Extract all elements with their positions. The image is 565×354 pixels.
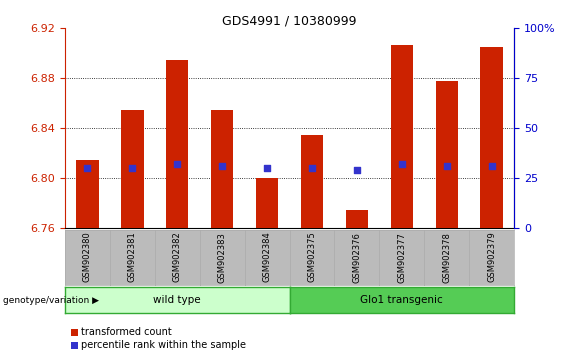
Point (173, 161, 182, 167)
Text: genotype/variation ▶: genotype/variation ▶ (3, 296, 99, 304)
Point (83, 166, 92, 171)
Point (442, 164, 451, 169)
Bar (301, 135, 323, 228)
Point (128, 166, 137, 171)
Text: GSM902376: GSM902376 (353, 232, 362, 282)
Text: transformed count: transformed count (81, 327, 172, 337)
Text: GSM902377: GSM902377 (397, 232, 406, 282)
Title: GDS4991 / 10380999: GDS4991 / 10380999 (222, 14, 357, 27)
Point (218, 164, 227, 169)
Bar (256, 178, 279, 228)
Point (397, 161, 406, 167)
Bar (211, 110, 233, 228)
Text: GSM902379: GSM902379 (487, 232, 496, 282)
Text: Glo1 transgenic: Glo1 transgenic (360, 295, 443, 305)
Point (353, 167, 362, 173)
Text: percentile rank within the sample: percentile rank within the sample (81, 340, 246, 350)
Bar (436, 81, 458, 228)
Point (263, 166, 272, 171)
Text: GSM902380: GSM902380 (83, 232, 92, 282)
Bar (480, 47, 503, 228)
Text: GSM902382: GSM902382 (173, 232, 182, 282)
Bar (121, 110, 144, 228)
Bar (346, 210, 368, 228)
Text: GSM902375: GSM902375 (307, 232, 316, 282)
Point (487, 164, 496, 169)
Text: GSM902383: GSM902383 (218, 232, 227, 282)
Text: GSM902381: GSM902381 (128, 232, 137, 282)
Text: GSM902384: GSM902384 (263, 232, 272, 282)
Text: wild type: wild type (154, 295, 201, 305)
Bar (76, 160, 99, 228)
Point (307, 166, 316, 171)
Bar (390, 45, 413, 228)
Text: GSM902378: GSM902378 (442, 232, 451, 282)
Bar (166, 59, 189, 228)
